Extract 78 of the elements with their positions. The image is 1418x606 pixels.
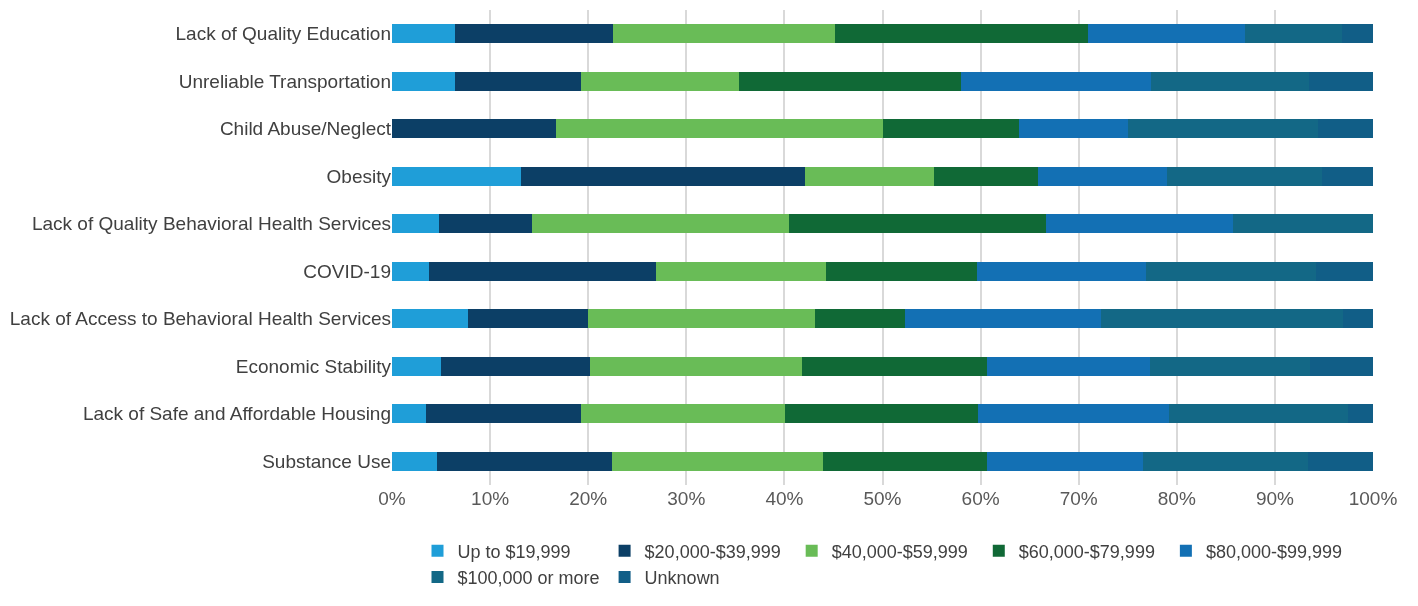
bar xyxy=(521,166,805,186)
x-tick-label: 60% xyxy=(961,488,1000,509)
bar xyxy=(1232,214,1373,234)
legend-label: Unknown xyxy=(644,568,720,589)
legend-label: $40,000-$59,999 xyxy=(831,541,968,562)
bar xyxy=(825,261,977,281)
x-tick-label: 30% xyxy=(667,488,706,509)
bar xyxy=(882,119,1019,139)
bar xyxy=(467,309,589,329)
bar xyxy=(814,309,906,329)
y-tick-label: Lack of Safe and Affordable Housing xyxy=(82,403,391,425)
y-tick-label: Lack of Quality Behavioral Health Services xyxy=(31,213,391,235)
x-tick-label: 40% xyxy=(765,488,804,509)
x-tick-label: 70% xyxy=(1059,488,1098,509)
bar xyxy=(454,24,613,44)
bar xyxy=(555,119,883,139)
bar xyxy=(934,166,1038,186)
y-tick-label: Child Abuse/Neglect xyxy=(219,118,392,140)
bar xyxy=(392,404,427,424)
bar xyxy=(977,404,1169,424)
bar xyxy=(611,451,823,471)
x-tick-label: 20% xyxy=(569,488,608,509)
bar xyxy=(805,166,935,186)
y-tick-label: Substance Use xyxy=(262,450,391,472)
legend-label: $80,000-$99,999 xyxy=(1205,541,1342,562)
bar xyxy=(439,214,533,234)
y-tick-label: COVID-19 xyxy=(303,260,391,282)
bar xyxy=(1037,166,1167,186)
bar xyxy=(785,404,978,424)
x-tick-label: 0% xyxy=(378,488,406,509)
y-tick-label: Lack of Quality Education xyxy=(175,23,391,45)
bar xyxy=(739,71,961,91)
bar xyxy=(1018,119,1128,139)
legend-label: $20,000-$39,999 xyxy=(644,541,781,562)
bar xyxy=(612,24,836,44)
bar xyxy=(429,261,656,281)
y-tick-label: Unreliable Transportation xyxy=(178,70,391,92)
bar xyxy=(1046,214,1233,234)
bar xyxy=(835,24,1088,44)
x-tick-label: 80% xyxy=(1157,488,1196,509)
x-tick-label: 100% xyxy=(1348,488,1398,509)
bar xyxy=(392,24,455,44)
bar xyxy=(392,71,455,91)
y-tick-label: Lack of Access to Behavioral Health Services xyxy=(9,308,391,330)
bar xyxy=(392,166,522,186)
bar xyxy=(392,356,442,376)
bar xyxy=(789,214,1047,234)
bar xyxy=(588,309,815,329)
bar xyxy=(392,261,430,281)
bar xyxy=(392,119,556,139)
bar xyxy=(822,451,988,471)
legend-label: Up to $19,999 xyxy=(457,541,571,562)
bar xyxy=(655,261,826,281)
bar xyxy=(392,214,440,234)
bar xyxy=(802,356,988,376)
bar xyxy=(987,356,1151,376)
x-tick-label: 10% xyxy=(471,488,510,509)
bar xyxy=(426,404,582,424)
legend-label: $100,000 or more xyxy=(457,568,600,589)
bar xyxy=(1087,24,1246,44)
bar xyxy=(976,261,1147,281)
bar xyxy=(392,309,468,329)
bar xyxy=(960,71,1152,91)
x-tick-label: 50% xyxy=(863,488,902,509)
bar xyxy=(454,71,582,91)
bar xyxy=(392,451,438,471)
bar xyxy=(590,356,803,376)
y-tick-label: Economic Stability xyxy=(235,355,392,377)
y-tick-label: Obesity xyxy=(326,165,392,187)
bar xyxy=(441,356,591,376)
x-tick-label: 90% xyxy=(1255,488,1295,509)
bar xyxy=(987,451,1144,471)
bar xyxy=(581,71,740,91)
bar xyxy=(437,451,612,471)
bar xyxy=(532,214,790,234)
bar xyxy=(581,404,786,424)
bar xyxy=(905,309,1102,329)
legend-label: $60,000-$79,999 xyxy=(1018,541,1155,562)
